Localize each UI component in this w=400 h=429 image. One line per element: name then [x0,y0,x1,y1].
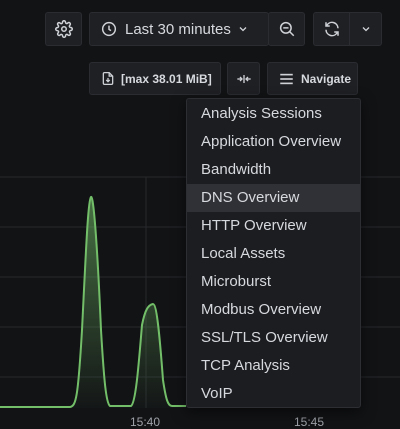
series-area [0,196,186,408]
x-tick-label: 15:45 [294,415,325,429]
menu-item-local-assets[interactable]: Local Assets [201,245,286,262]
zoom-out-icon [278,20,296,38]
menu-item-microburst[interactable]: Microburst [201,273,272,290]
menu-item-bandwidth[interactable]: Bandwidth [201,161,272,178]
time-range-label: Last 30 minutes [125,20,231,38]
chevron-down-icon [237,23,249,35]
refresh-interval-dropdown[interactable] [349,12,382,46]
refresh-button[interactable] [313,12,350,46]
collapse-horizontal-icon [236,73,252,85]
chevron-down-icon [360,23,372,35]
navigate-label: Navigate [301,71,352,86]
series-line [0,195,186,408]
max-value-button[interactable]: [max 38.01 MiB] [89,62,221,95]
zoom-out-button[interactable] [268,12,305,46]
menu-item-modbus-overview[interactable]: Modbus Overview [201,301,322,318]
collapse-button[interactable] [227,62,260,95]
file-download-icon [101,71,115,86]
menu-item-tcp-analysis[interactable]: TCP Analysis [201,357,290,374]
menu-item-application-overview[interactable]: Application Overview [201,133,342,150]
menu-item-analysis-sessions[interactable]: Analysis Sessions [201,105,322,122]
x-tick-label: 15:40 [130,415,161,429]
menu-item-ssl-tls-overview[interactable]: SSL/TLS Overview [201,329,328,346]
time-range-picker[interactable]: Last 30 minutes [89,12,269,46]
gear-icon [54,20,73,38]
clock-icon [101,21,117,37]
menu-item-voip[interactable]: VoIP [201,385,233,402]
max-value-label: [max 38.01 MiB] [121,71,212,86]
navigate-button[interactable]: Navigate [267,62,358,95]
refresh-icon [323,20,341,38]
settings-button[interactable] [45,12,82,46]
hamburger-menu-icon [279,73,294,85]
menu-item-http-overview[interactable]: HTTP Overview [201,217,307,234]
menu-item-dns-overview[interactable]: DNS Overview [187,184,360,212]
navigate-menu: Analysis Sessions Application Overview B… [186,98,361,408]
